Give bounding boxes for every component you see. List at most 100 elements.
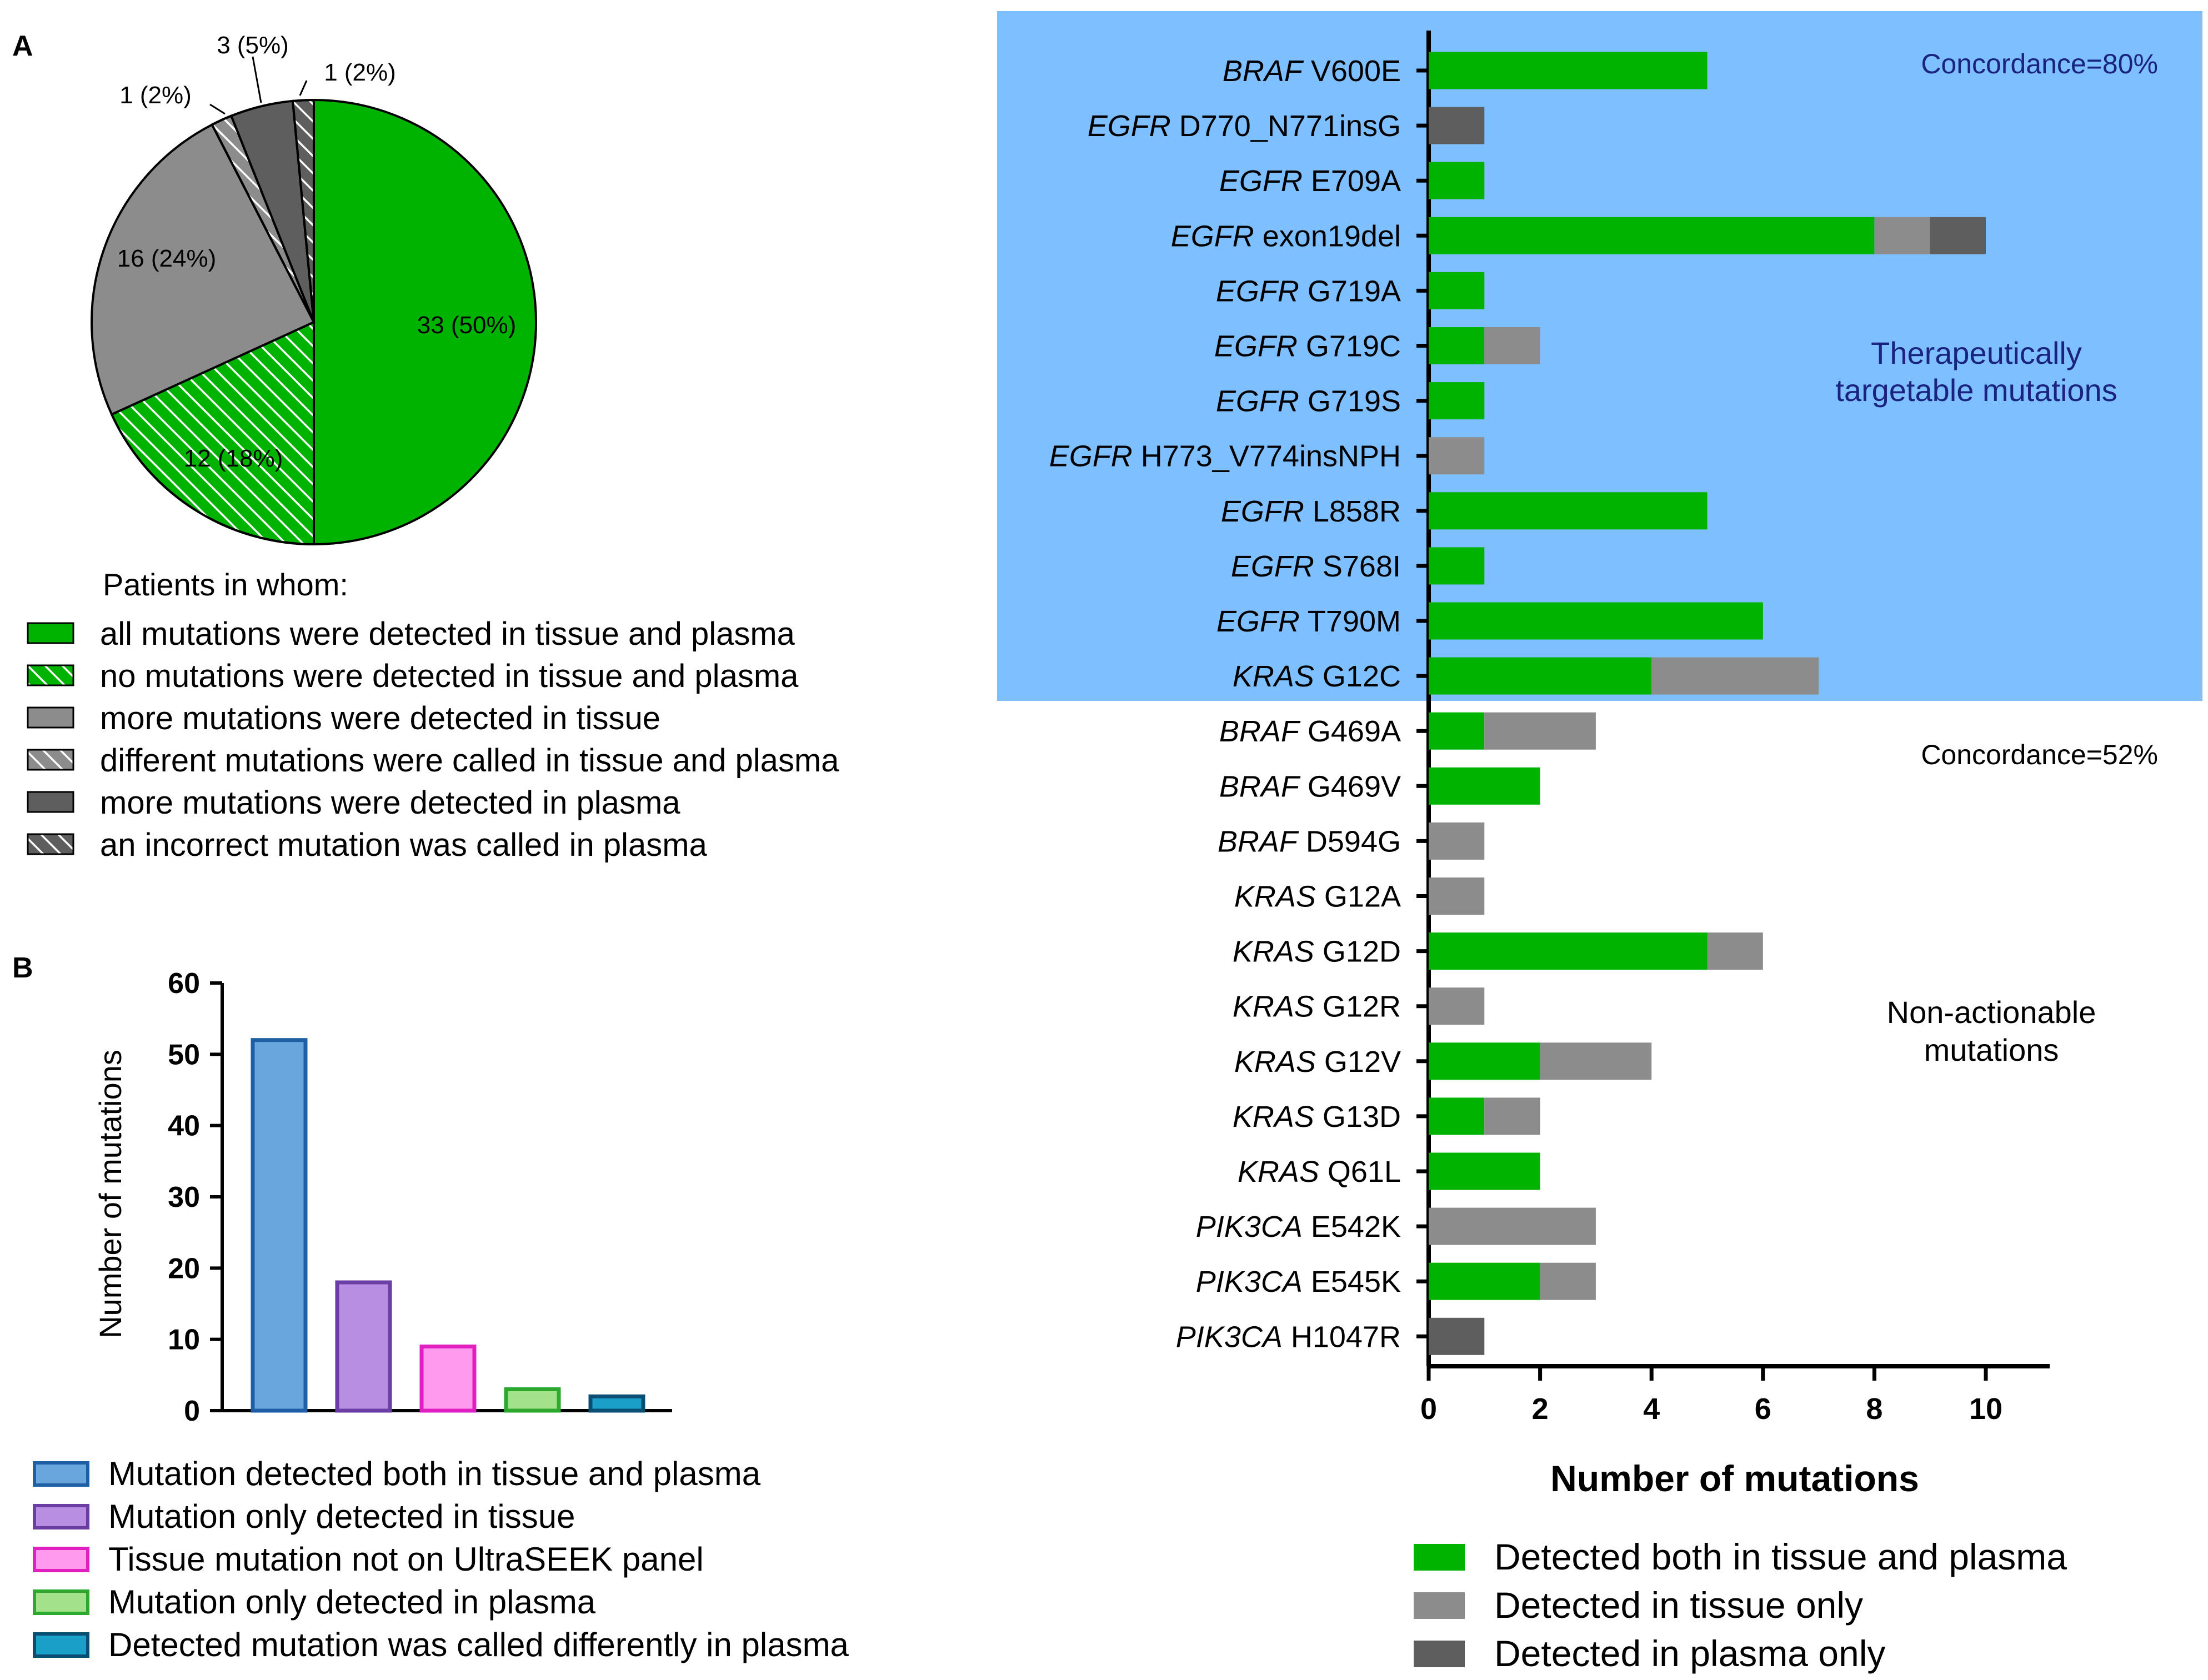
c-gene-name: EGFR bbox=[1214, 330, 1298, 363]
c-bar-segment bbox=[1930, 217, 1986, 254]
c-gene-name: EGFR bbox=[1216, 605, 1300, 638]
c-category-label: EGFR exon19del bbox=[1171, 219, 1401, 253]
c-gene-name: KRAS bbox=[1233, 1100, 1314, 1134]
b-bar bbox=[504, 1387, 561, 1413]
c-bar-segment bbox=[1429, 437, 1485, 475]
b-y-tick-label: 60 bbox=[168, 967, 200, 1000]
c-bar-segment bbox=[1540, 1262, 1596, 1300]
c-category-label: KRAS G12D bbox=[1233, 935, 1401, 969]
c-category-label: EGFR S768I bbox=[1231, 550, 1401, 583]
pie-legend-label: no mutations were detected in tissue and… bbox=[100, 658, 799, 694]
c-bar-segment bbox=[1429, 657, 1652, 695]
c-variant-name: V600E bbox=[1303, 54, 1401, 88]
c-bar-segment bbox=[1429, 272, 1485, 309]
c-gene-name: EGFR bbox=[1221, 495, 1304, 528]
c-category-label: PIK3CA E542K bbox=[1196, 1210, 1401, 1243]
c-bar-segment bbox=[1429, 217, 1875, 254]
c-gene-name: KRAS bbox=[1233, 990, 1314, 1024]
pie-slice-label: 3 (5%) bbox=[217, 32, 289, 59]
b-legend-label: Mutation only detected in tissue bbox=[108, 1498, 575, 1535]
c-variant-name: G719C bbox=[1298, 330, 1401, 363]
pie-legend-swatch-hatch bbox=[27, 833, 74, 855]
pie-slice-hatch bbox=[110, 320, 315, 546]
pie-slice-label: 16 (24%) bbox=[117, 245, 217, 272]
c-x-tick-label: 6 bbox=[1755, 1392, 1771, 1426]
c-category-label: EGFR H773_V774insNPH bbox=[1049, 440, 1401, 473]
pie-slice-label: 33 (50%) bbox=[417, 312, 517, 339]
c-gene-name: EGFR bbox=[1088, 109, 1171, 143]
c-gene-name: KRAS bbox=[1233, 935, 1314, 969]
pie-legend-label: different mutations were called in tissu… bbox=[100, 743, 839, 779]
b-legend-label: Tissue mutation not on UltraSEEK panel bbox=[108, 1541, 704, 1578]
c-legend-swatch bbox=[1414, 1592, 1465, 1619]
c-bar-segment bbox=[1429, 1317, 1485, 1355]
non-actionable-label-line1: Non-actionable bbox=[1887, 995, 2096, 1030]
b-legend-swatch bbox=[33, 1461, 89, 1487]
c-category-label: EGFR T790M bbox=[1216, 605, 1401, 638]
pie-legend-title: Patients in whom: bbox=[103, 567, 348, 602]
c-category-label: EGFR G719A bbox=[1216, 274, 1401, 308]
c-bar-segment bbox=[1484, 1097, 1540, 1135]
c-x-tick-label: 4 bbox=[1643, 1392, 1660, 1426]
b-y-tick-label: 0 bbox=[184, 1395, 200, 1427]
c-legend-label: Detected in plasma only bbox=[1494, 1633, 1885, 1674]
b-legend-label: Mutation detected both in tissue and pla… bbox=[108, 1455, 761, 1492]
c-variant-name: G12A bbox=[1316, 880, 1401, 914]
c-gene-name: KRAS bbox=[1238, 1155, 1319, 1188]
b-y-tick-label: 20 bbox=[168, 1252, 200, 1285]
c-bar-segment bbox=[1540, 1042, 1652, 1080]
c-gene-name: BRAF bbox=[1218, 825, 1299, 858]
b-legend-swatch bbox=[33, 1589, 89, 1615]
c-bar-segment bbox=[1429, 1262, 1540, 1300]
c-category-label: EGFR D770_N771insG bbox=[1088, 109, 1401, 143]
b-legend-label: Detected mutation was called differently… bbox=[108, 1626, 849, 1663]
c-variant-name: E542K bbox=[1303, 1210, 1401, 1243]
c-gene-name: EGFR bbox=[1231, 550, 1314, 583]
c-x-tick-label: 2 bbox=[1532, 1392, 1549, 1426]
pie-leader-line bbox=[252, 56, 262, 103]
c-bar-segment bbox=[1484, 327, 1540, 364]
c-gene-name: BRAF bbox=[1223, 54, 1304, 88]
c-x-tick-label: 8 bbox=[1866, 1392, 1882, 1426]
c-variant-name: G719A bbox=[1299, 274, 1401, 308]
pie-legend-label: more mutations were detected in plasma bbox=[100, 785, 680, 821]
c-variant-name: G12V bbox=[1316, 1045, 1401, 1079]
c-variant-name: Q61L bbox=[1319, 1155, 1401, 1188]
c-bar-segment bbox=[1429, 327, 1485, 364]
c-category-label: EGFR G719S bbox=[1216, 385, 1401, 418]
pie-chart: 33 (50%) 12 (18%) 16 (24%) 1 (2%) 3 (5%) 1 (2… bbox=[91, 32, 537, 546]
c-category-label: EGFR G719C bbox=[1214, 330, 1401, 363]
pie-legend-label: more mutations were detected in tissue bbox=[100, 700, 660, 736]
c-category-label: KRAS G12V bbox=[1234, 1045, 1401, 1079]
c-bar-segment bbox=[1429, 987, 1485, 1025]
targetable-highlight bbox=[997, 11, 2202, 701]
c-variant-name: E545K bbox=[1303, 1265, 1401, 1298]
c-gene-name: PIK3CA bbox=[1176, 1320, 1283, 1353]
c-bar-segment bbox=[1874, 217, 1930, 254]
pie-legend-swatch-hatch bbox=[27, 664, 74, 686]
c-x-axis-title: Number of mutations bbox=[1550, 1458, 1919, 1499]
c-gene-name: EGFR bbox=[1171, 219, 1254, 253]
c-bar-segment bbox=[1429, 107, 1485, 144]
c-legend-label: Detected in tissue only bbox=[1494, 1584, 1863, 1626]
c-variant-name: D594G bbox=[1298, 825, 1401, 858]
c-bar-segment bbox=[1707, 932, 1763, 970]
pie-legend-swatch bbox=[27, 791, 74, 813]
c-variant-name: G12D bbox=[1314, 935, 1401, 969]
targetable-label-line2: targetable mutations bbox=[1835, 373, 2117, 408]
concordance-bottom: Concordance=52% bbox=[1921, 739, 2158, 770]
c-variant-name: D770_N771insG bbox=[1171, 109, 1401, 143]
c-category-label: KRAS G13D bbox=[1233, 1100, 1401, 1134]
b-bar bbox=[251, 1038, 308, 1413]
b-legend-swatch bbox=[33, 1547, 89, 1572]
b-legend-swatch bbox=[33, 1504, 89, 1529]
c-gene-name: BRAF bbox=[1219, 715, 1301, 748]
c-category-label: KRAS Q61L bbox=[1238, 1155, 1401, 1188]
b-y-tick-label: 50 bbox=[168, 1039, 200, 1071]
c-category-label: KRAS G12R bbox=[1233, 990, 1401, 1024]
c-bar-segment bbox=[1429, 1097, 1485, 1135]
c-bar-segment bbox=[1429, 1207, 1596, 1245]
c-bar-segment bbox=[1429, 602, 1763, 640]
pie-legend-swatch bbox=[27, 622, 74, 644]
c-bar-segment bbox=[1651, 657, 1819, 695]
